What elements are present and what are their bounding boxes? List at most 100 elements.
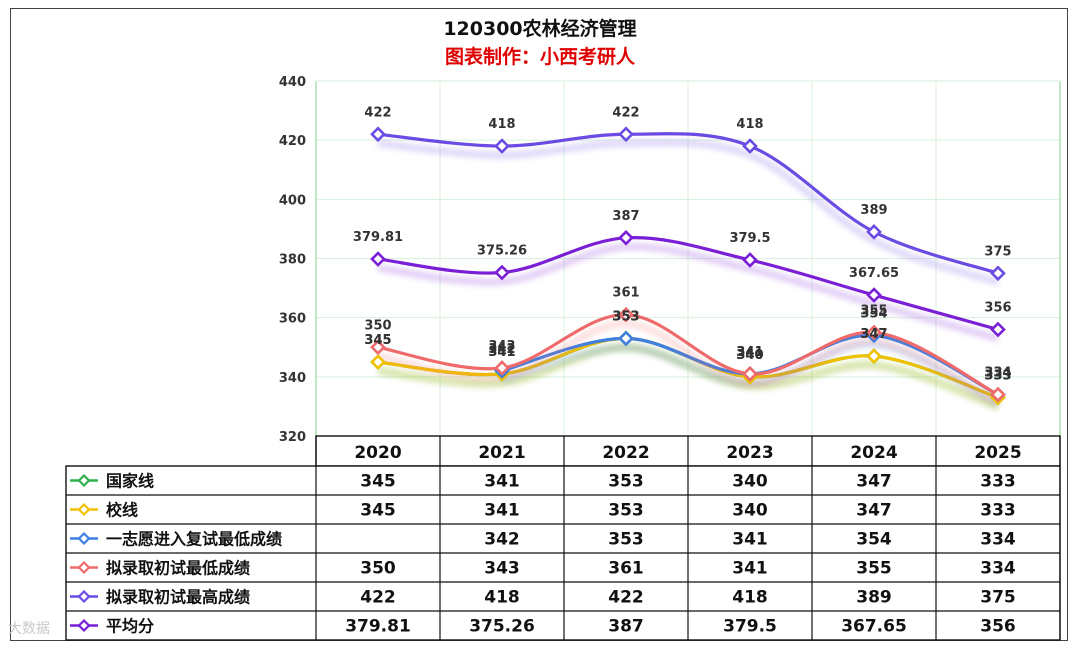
y-tick-label: 320 <box>279 430 306 445</box>
series-0-data-label: 341 <box>488 345 515 360</box>
series-0-data-label: 347 <box>860 327 887 342</box>
series-2-point <box>618 330 634 347</box>
series-5-data-label: 379.81 <box>353 230 403 245</box>
series-3-point <box>742 366 758 382</box>
table-cell: 356 <box>980 617 1016 637</box>
series-2-data-label: 354 <box>860 306 887 321</box>
series-0-data-label: 353 <box>612 309 639 324</box>
table-cell: 418 <box>732 588 768 608</box>
table-cell: 353 <box>608 530 644 550</box>
table-cell: 367.65 <box>841 617 907 637</box>
legend-entry: 校线 <box>106 501 138 520</box>
table-cell: 342 <box>484 530 520 550</box>
x-tick-label: 2023 <box>726 443 773 463</box>
legend-marker <box>77 531 91 546</box>
table-cell: 341 <box>484 472 520 492</box>
legend-entry: 拟录取初试最高成绩 <box>106 588 250 607</box>
series-4-data-label: 422 <box>364 105 391 120</box>
table-cell: 334 <box>980 559 1016 579</box>
table-cell: 361 <box>608 559 644 579</box>
table-cell: 422 <box>360 588 396 608</box>
series-5-data-label: 379.5 <box>729 231 770 246</box>
x-tick-label: 2024 <box>850 443 897 463</box>
series-3-point <box>494 360 510 376</box>
series-4-point <box>742 138 758 154</box>
series-line-5 <box>376 236 1000 332</box>
table-cell: 354 <box>856 530 892 550</box>
y-tick-label: 420 <box>279 134 306 149</box>
table-cell: 341 <box>732 559 768 579</box>
series-3-point <box>370 339 386 356</box>
series-3-point <box>990 386 1006 403</box>
series-1-data-label: 333 <box>984 369 1011 384</box>
series-4-point <box>990 265 1006 282</box>
table-cell: 347 <box>856 472 892 492</box>
chart-subtitle: 图表制作：小西考研人 <box>444 46 635 68</box>
series-5-point <box>494 264 510 281</box>
series-4-data-label: 418 <box>736 117 763 132</box>
table-cell: 343 <box>484 559 520 579</box>
table-cell: 347 <box>856 501 892 521</box>
table-cell: 375 <box>980 588 1016 608</box>
series-0-data-label: 340 <box>736 348 763 363</box>
series-glow-4 <box>377 139 1000 286</box>
series-0-data-label: 333 <box>984 369 1011 384</box>
series-4-data-label: 422 <box>612 105 639 120</box>
table-cell: 353 <box>608 472 644 492</box>
series-5-point <box>866 287 882 303</box>
watermark: 大数据 <box>8 621 50 637</box>
table-cell: 379.81 <box>345 617 411 637</box>
legend-entry: 拟录取初试最低成绩 <box>106 559 250 578</box>
series-5-data-label: 367.65 <box>849 266 899 281</box>
legend-entry: 国家线 <box>106 472 154 491</box>
series-line-3 <box>376 313 1000 397</box>
table-cell: 345 <box>360 472 396 492</box>
x-tick-label: 2020 <box>354 443 401 463</box>
legend-entry: 平均分 <box>106 617 154 636</box>
legend-marker <box>77 560 91 575</box>
table-cell: 341 <box>732 530 768 550</box>
series-3-point <box>618 306 634 323</box>
series-3-data-label: 361 <box>612 286 639 301</box>
series-1-data-label: 347 <box>860 327 887 342</box>
series-glow-3 <box>377 320 1000 407</box>
series-1-data-label: 340 <box>736 348 763 363</box>
table-cell: 375.26 <box>469 617 535 637</box>
series-4-point <box>494 138 510 154</box>
table-cell: 379.5 <box>723 617 777 637</box>
y-tick-label: 340 <box>279 371 306 386</box>
series-2-data-label: 342 <box>488 342 515 357</box>
table-cell: 340 <box>732 501 768 521</box>
table-cell: 353 <box>608 501 644 521</box>
series-1-point <box>866 348 882 364</box>
series-4-data-label: 418 <box>488 117 515 132</box>
y-tick-label: 380 <box>279 253 306 268</box>
x-tick-label: 2025 <box>974 443 1021 463</box>
y-tick-label: 440 <box>279 75 306 90</box>
series-5-data-label: 375.26 <box>477 244 527 259</box>
table-cell: 333 <box>980 472 1016 492</box>
series-3-point <box>866 324 882 341</box>
series-1-data-label: 353 <box>612 309 639 324</box>
series-3-data-label: 355 <box>860 303 887 318</box>
series-1-point <box>370 354 386 370</box>
table-cell: 387 <box>608 617 644 637</box>
series-4-data-label: 389 <box>860 203 887 218</box>
series-4-data-label: 375 <box>984 244 1011 259</box>
legend-marker <box>77 502 91 517</box>
series-5-point <box>990 321 1006 338</box>
series-1-data-label: 341 <box>488 345 515 360</box>
chart-title: 120300农林经济管理 <box>443 18 637 40</box>
table-cell: 340 <box>732 472 768 492</box>
table-cell: 345 <box>360 501 396 521</box>
series-4-point <box>618 126 634 143</box>
series-5-point <box>742 252 758 268</box>
table-cell: 334 <box>980 530 1016 550</box>
series-3-data-label: 334 <box>984 366 1011 381</box>
table-cell: 350 <box>360 559 396 579</box>
y-tick-label: 360 <box>279 312 306 327</box>
table-cell: 333 <box>980 501 1016 521</box>
series-2-data-label: 334 <box>984 366 1011 381</box>
series-2-data-label: 353 <box>612 309 639 324</box>
